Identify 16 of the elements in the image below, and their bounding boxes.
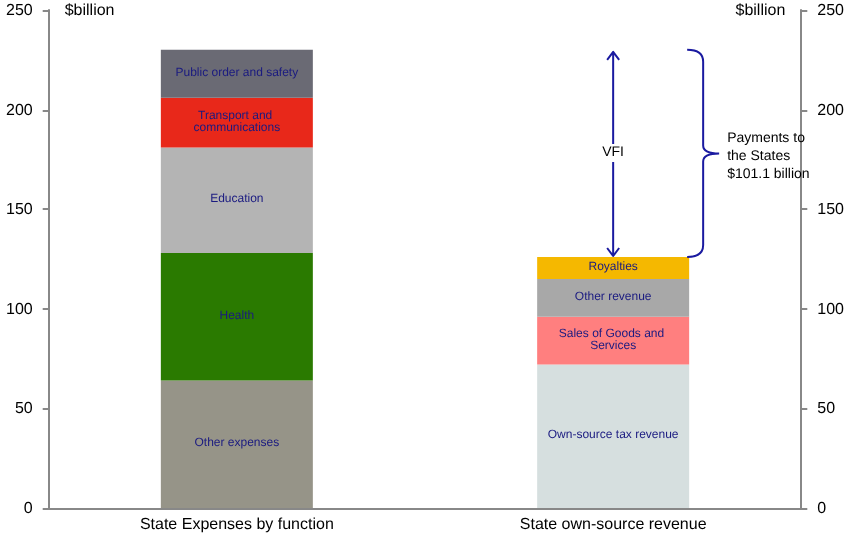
y2-tick-label: 0 (817, 499, 828, 517)
x-tick-label: State own-source revenue (519, 515, 708, 533)
y-tick-label: 0 (23, 499, 34, 517)
y2-tick-label: 100 (817, 299, 846, 318)
y-tick-label: 100 (5, 299, 34, 318)
y-tick-label: 250 (5, 1, 34, 19)
y2-tick-label: 50 (817, 399, 837, 418)
y-tick-label: 200 (5, 100, 34, 119)
y-tick-label: 150 (5, 200, 34, 219)
y2-axis-title: $billion (735, 1, 786, 19)
y-axis-title: $billion (64, 1, 115, 19)
y2-tick-label: 200 (817, 100, 846, 119)
y2-tick-label: 250 (817, 1, 846, 19)
y-tick-label: 50 (14, 399, 34, 418)
y2-tick-label: 150 (817, 200, 846, 219)
x-tick-label: State Expenses by function (139, 515, 334, 533)
